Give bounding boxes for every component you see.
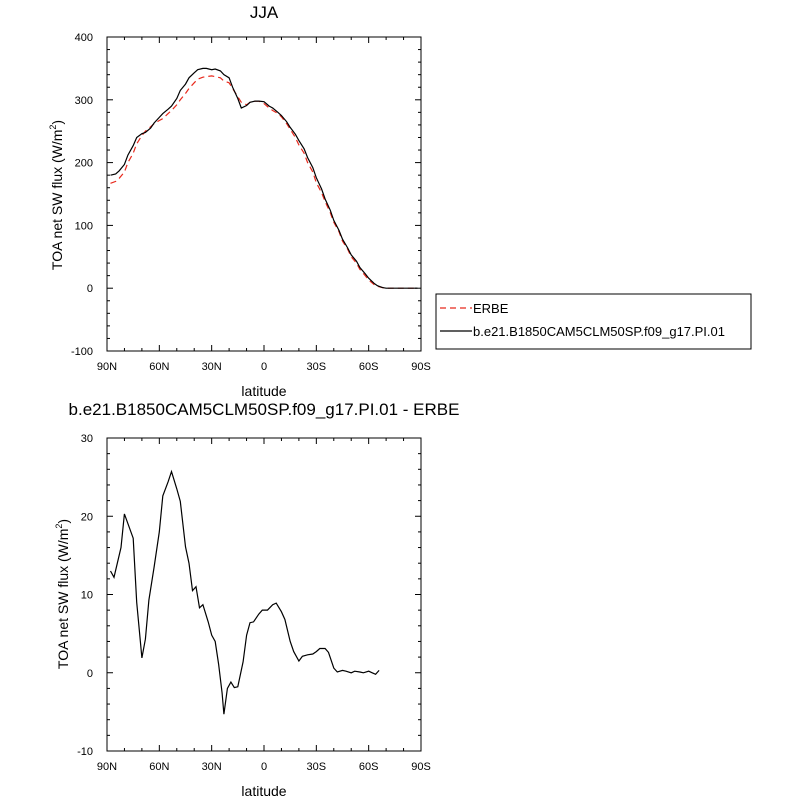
top-chart-panel: JJA latitude TOA net SW flux (W/m2) 90N 6… <box>48 3 752 399</box>
bottom-chart-title: b.e21.B1850CAM5CLM50SP.f09_g17.PI.01 - E… <box>69 400 460 419</box>
y-tick-label: 400 <box>75 32 93 44</box>
x-tick-label: 90S <box>411 761 431 773</box>
x-tick-label: 90S <box>411 361 431 373</box>
series-line-b-e21-b1850cam5clm50sp-f09-g17-pi-01 <box>110 67 418 289</box>
x-tick-label: 60N <box>149 361 169 373</box>
x-tick-label: 60S <box>359 361 379 373</box>
x-tick-label: 30S <box>307 361 327 373</box>
top-chart-legend: ERBE b.e21.B1850CAM5CLM50SP.f09_g17.PI.0… <box>435 293 752 350</box>
series-line-0 <box>109 469 380 715</box>
top-chart-plot-area: 90N 60N 30N 0 30S 60S 90S -100 0 100 200 300 400 <box>71 32 431 373</box>
x-tick-label: 90N <box>97 761 117 773</box>
plot-frame <box>106 36 422 352</box>
x-tick-label: 30N <box>202 361 222 373</box>
y-tick-label: 10 <box>81 590 93 602</box>
plot-frame <box>106 437 422 752</box>
x-tick-label: 0 <box>261 761 267 773</box>
y-tick-label: 200 <box>75 158 93 170</box>
y-tick-label: 0 <box>87 283 93 295</box>
top-chart-xlabel: latitude <box>241 383 286 399</box>
y-tick-label: -10 <box>77 746 93 758</box>
x-tick-label: 90N <box>97 361 117 373</box>
y-tick-label: 300 <box>75 95 93 107</box>
y-tick-label: -100 <box>71 346 93 358</box>
legend-label-model: b.e21.B1850CAM5CLM50SP.f09_g17.PI.01 <box>473 324 725 339</box>
y-tick-label: 30 <box>81 433 93 445</box>
top-chart-ylabel: TOA net SW flux (W/m2) <box>48 120 65 270</box>
legend-box <box>435 293 752 350</box>
bottom-chart-plot-area: 90N 60N 30N 0 30S 60S 90S -10 0 10 20 30 <box>77 433 431 773</box>
x-tick-label: 60N <box>149 761 169 773</box>
bottom-chart-ylabel: TOA net SW flux (W/m2) <box>54 519 71 669</box>
bottom-chart-xlabel: latitude <box>241 783 286 799</box>
series-line-erbe <box>110 75 418 289</box>
legend-label-erbe: ERBE <box>473 301 509 316</box>
y-tick-label: 0 <box>87 668 93 680</box>
y-tick-label: 20 <box>81 511 93 523</box>
x-tick-label: 30N <box>202 761 222 773</box>
top-chart-title: JJA <box>250 3 279 22</box>
bottom-chart-panel: b.e21.B1850CAM5CLM50SP.f09_g17.PI.01 - E… <box>54 400 459 799</box>
x-tick-label: 60S <box>359 761 379 773</box>
y-tick-label: 100 <box>75 220 93 232</box>
x-tick-label: 0 <box>261 361 267 373</box>
x-tick-label: 30S <box>307 761 327 773</box>
